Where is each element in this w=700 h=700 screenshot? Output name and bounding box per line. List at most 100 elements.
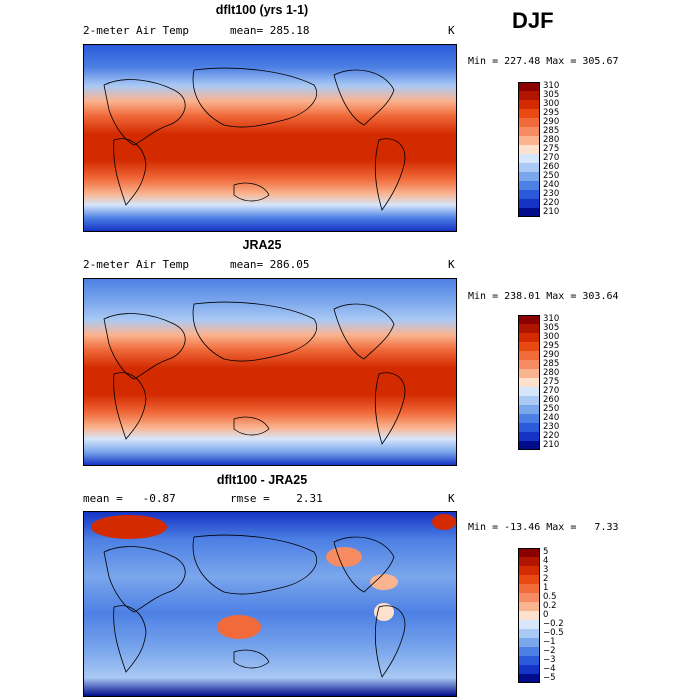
colorbar-label: 295: [543, 108, 560, 118]
colorbar-label: 280: [543, 368, 560, 378]
colorbar-label: −0.5: [543, 628, 564, 638]
colorbar-step: 240: [518, 181, 559, 190]
panel2-variable-label: 2-meter Air Temp: [83, 258, 189, 271]
colorbar-label: 285: [543, 126, 560, 136]
panel2-title: JRA25: [242, 238, 282, 252]
colorbar-step: 0: [518, 611, 564, 620]
colorbar-label: 220: [543, 431, 560, 441]
colorbar-label: 275: [543, 377, 560, 387]
colorbar-label: 250: [543, 171, 560, 181]
colorbar-step: −2: [518, 647, 564, 656]
panel3-colorbar: 5 4 3 2 1 0.5 0.2 0 −0.2 −0.5 −1 −2 −3 −…: [518, 548, 564, 683]
colorbar-label: 5: [543, 547, 549, 557]
panel3-rmse-label: rmse = 2.31: [230, 492, 323, 505]
panel1-minmax: Min = 227.48 Max = 305.67: [468, 56, 619, 67]
colorbar-step: 2: [518, 575, 564, 584]
panel3-minmax: Min = -13.46 Max = 7.33: [468, 522, 619, 533]
colorbar-label: 300: [543, 332, 560, 342]
colorbar-step: 210: [518, 208, 559, 217]
colorbar-step: 250: [518, 172, 559, 181]
colorbar-step: 220: [518, 199, 559, 208]
colorbar-step: 0.5: [518, 593, 564, 602]
colorbar-label: 240: [543, 413, 560, 423]
colorbar-step: 1: [518, 584, 564, 593]
panel2-mean-label: mean= 286.05: [230, 258, 310, 271]
colorbar-step: 285: [518, 360, 559, 369]
colorbar-label: 0.2: [543, 601, 557, 611]
panel1-title: dflt100 (yrs 1-1): [215, 3, 309, 17]
colorbar-step: 295: [518, 342, 559, 351]
colorbar-label: 260: [543, 162, 560, 172]
colorbar-label: 290: [543, 117, 560, 127]
colorbar-step: 305: [518, 91, 559, 100]
colorbar-step: −0.5: [518, 629, 564, 638]
panel3-mean-label: mean = -0.87: [83, 492, 176, 505]
colorbar-step: 280: [518, 369, 559, 378]
colorbar-label: 230: [543, 189, 560, 199]
colorbar-step: 220: [518, 432, 559, 441]
colorbar-step: 260: [518, 396, 559, 405]
colorbar-label: 0.5: [543, 592, 557, 602]
colorbar-label: −4: [543, 664, 556, 674]
colorbar-label: 285: [543, 359, 560, 369]
panel2-colorbar: 310 305 300 295 290 285 280 275 270 260 …: [518, 315, 559, 450]
colorbar-label: −5: [543, 673, 556, 683]
colorbar-step: 300: [518, 333, 559, 342]
colorbar-label: 0: [543, 610, 549, 620]
colorbar-step: 240: [518, 414, 559, 423]
colorbar-step: −3: [518, 656, 564, 665]
season-label: DJF: [512, 8, 554, 33]
colorbar-label: 250: [543, 404, 560, 414]
colorbar-step: 290: [518, 118, 559, 127]
colorbar-label: 305: [543, 90, 560, 100]
colorbar-step: 290: [518, 351, 559, 360]
colorbar-step: −4: [518, 665, 564, 674]
panel3-title: dflt100 - JRA25: [216, 473, 308, 487]
panel1-map: [83, 44, 457, 232]
panel1-variable-label: 2-meter Air Temp: [83, 24, 189, 37]
colorbar-step: 210: [518, 441, 559, 450]
colorbar-step: −1: [518, 638, 564, 647]
colorbar-step: 300: [518, 100, 559, 109]
colorbar-label: 210: [543, 440, 560, 450]
colorbar-step: 280: [518, 136, 559, 145]
colorbar-label: 290: [543, 350, 560, 360]
panel1-temperature-field: [84, 45, 456, 231]
colorbar-step: 275: [518, 145, 559, 154]
colorbar-label: 310: [543, 314, 560, 324]
panel2-map: [83, 278, 457, 466]
panel3-map: [83, 511, 457, 697]
colorbar-step: 4: [518, 557, 564, 566]
panel2-unit-label: K: [448, 258, 455, 271]
colorbar-step: 3: [518, 566, 564, 575]
colorbar-step: 310: [518, 82, 559, 91]
colorbar-label: 2: [543, 574, 549, 584]
colorbar-label: 3: [543, 565, 549, 575]
panel3-difference-field: [84, 512, 456, 696]
colorbar-step: 310: [518, 315, 559, 324]
colorbar-step: −0.2: [518, 620, 564, 629]
panel1-unit-label: K: [448, 24, 455, 37]
colorbar-step: 295: [518, 109, 559, 118]
colorbar-label: 295: [543, 341, 560, 351]
colorbar-label: −0.2: [543, 619, 564, 629]
colorbar-step: 270: [518, 387, 559, 396]
colorbar-step: 230: [518, 423, 559, 432]
panel1-colorbar: 310 305 300 295 290 285 280 275 270 260 …: [518, 82, 559, 217]
colorbar-step: 275: [518, 378, 559, 387]
colorbar-label: 1: [543, 583, 549, 593]
colorbar-step: 0.2: [518, 602, 564, 611]
colorbar-label: 210: [543, 207, 560, 217]
colorbar-label: 4: [543, 556, 549, 566]
colorbar-step: 230: [518, 190, 559, 199]
panel3-unit-label: K: [448, 492, 455, 505]
colorbar-step: 260: [518, 163, 559, 172]
colorbar-label: 275: [543, 144, 560, 154]
colorbar-label: 300: [543, 99, 560, 109]
colorbar-label: 305: [543, 323, 560, 333]
colorbar-label: 270: [543, 153, 560, 163]
colorbar-step: 285: [518, 127, 559, 136]
colorbar-label: 310: [543, 81, 560, 91]
panel1-mean-label: mean= 285.18: [230, 24, 310, 37]
colorbar-label: 280: [543, 135, 560, 145]
